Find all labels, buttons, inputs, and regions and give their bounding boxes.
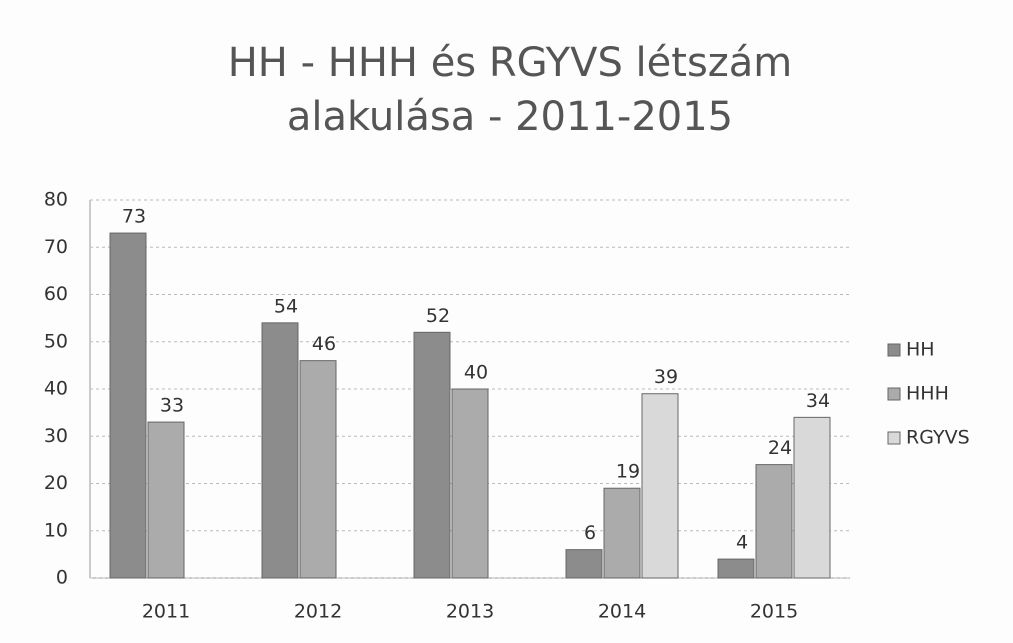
chart-title: HH - HHH és RGYVS létszám alakulása - 20… bbox=[227, 40, 793, 140]
data-label: 34 bbox=[806, 390, 830, 412]
y-tick-label: 0 bbox=[56, 567, 68, 589]
bar bbox=[565, 549, 603, 579]
data-label: 73 bbox=[122, 206, 146, 228]
bar bbox=[793, 416, 831, 579]
data-label: 19 bbox=[616, 461, 640, 483]
x-tick-label: 2014 bbox=[598, 601, 646, 623]
bar bbox=[755, 464, 793, 579]
data-label: 33 bbox=[160, 395, 184, 417]
bar bbox=[641, 393, 679, 579]
data-label: 39 bbox=[654, 366, 678, 388]
data-label: 40 bbox=[464, 362, 488, 384]
x-tick-label: 2012 bbox=[294, 601, 342, 623]
data-label: 6 bbox=[584, 522, 596, 544]
legend-label: RGYVS bbox=[906, 427, 970, 449]
y-tick-label: 80 bbox=[44, 189, 68, 211]
legend-swatch bbox=[887, 431, 901, 445]
data-label: 52 bbox=[426, 305, 450, 327]
bar bbox=[717, 558, 755, 579]
bar bbox=[261, 322, 299, 579]
bar bbox=[603, 487, 641, 579]
bar bbox=[413, 331, 451, 579]
legend-swatch bbox=[887, 343, 901, 357]
legend-label: HH bbox=[906, 339, 935, 361]
y-tick-label: 20 bbox=[44, 472, 68, 494]
data-label: 46 bbox=[312, 333, 336, 355]
bar bbox=[147, 421, 185, 579]
y-tick-label: 40 bbox=[44, 378, 68, 400]
data-label: 4 bbox=[736, 532, 748, 554]
bar bbox=[299, 360, 337, 579]
x-tick-label: 2015 bbox=[750, 601, 798, 623]
x-tick-label: 2013 bbox=[446, 601, 494, 623]
data-label: 54 bbox=[274, 295, 298, 317]
bar bbox=[451, 388, 489, 579]
x-tick-label: 2011 bbox=[142, 601, 190, 623]
legend-swatch bbox=[887, 387, 901, 401]
y-tick-label: 50 bbox=[44, 330, 68, 352]
legend-label: HHH bbox=[906, 383, 949, 405]
y-tick-label: 10 bbox=[44, 519, 68, 541]
bar bbox=[109, 232, 147, 579]
y-tick-label: 70 bbox=[44, 236, 68, 258]
data-label: 24 bbox=[768, 437, 792, 459]
y-tick-label: 30 bbox=[44, 425, 68, 447]
y-tick-label: 60 bbox=[44, 283, 68, 305]
